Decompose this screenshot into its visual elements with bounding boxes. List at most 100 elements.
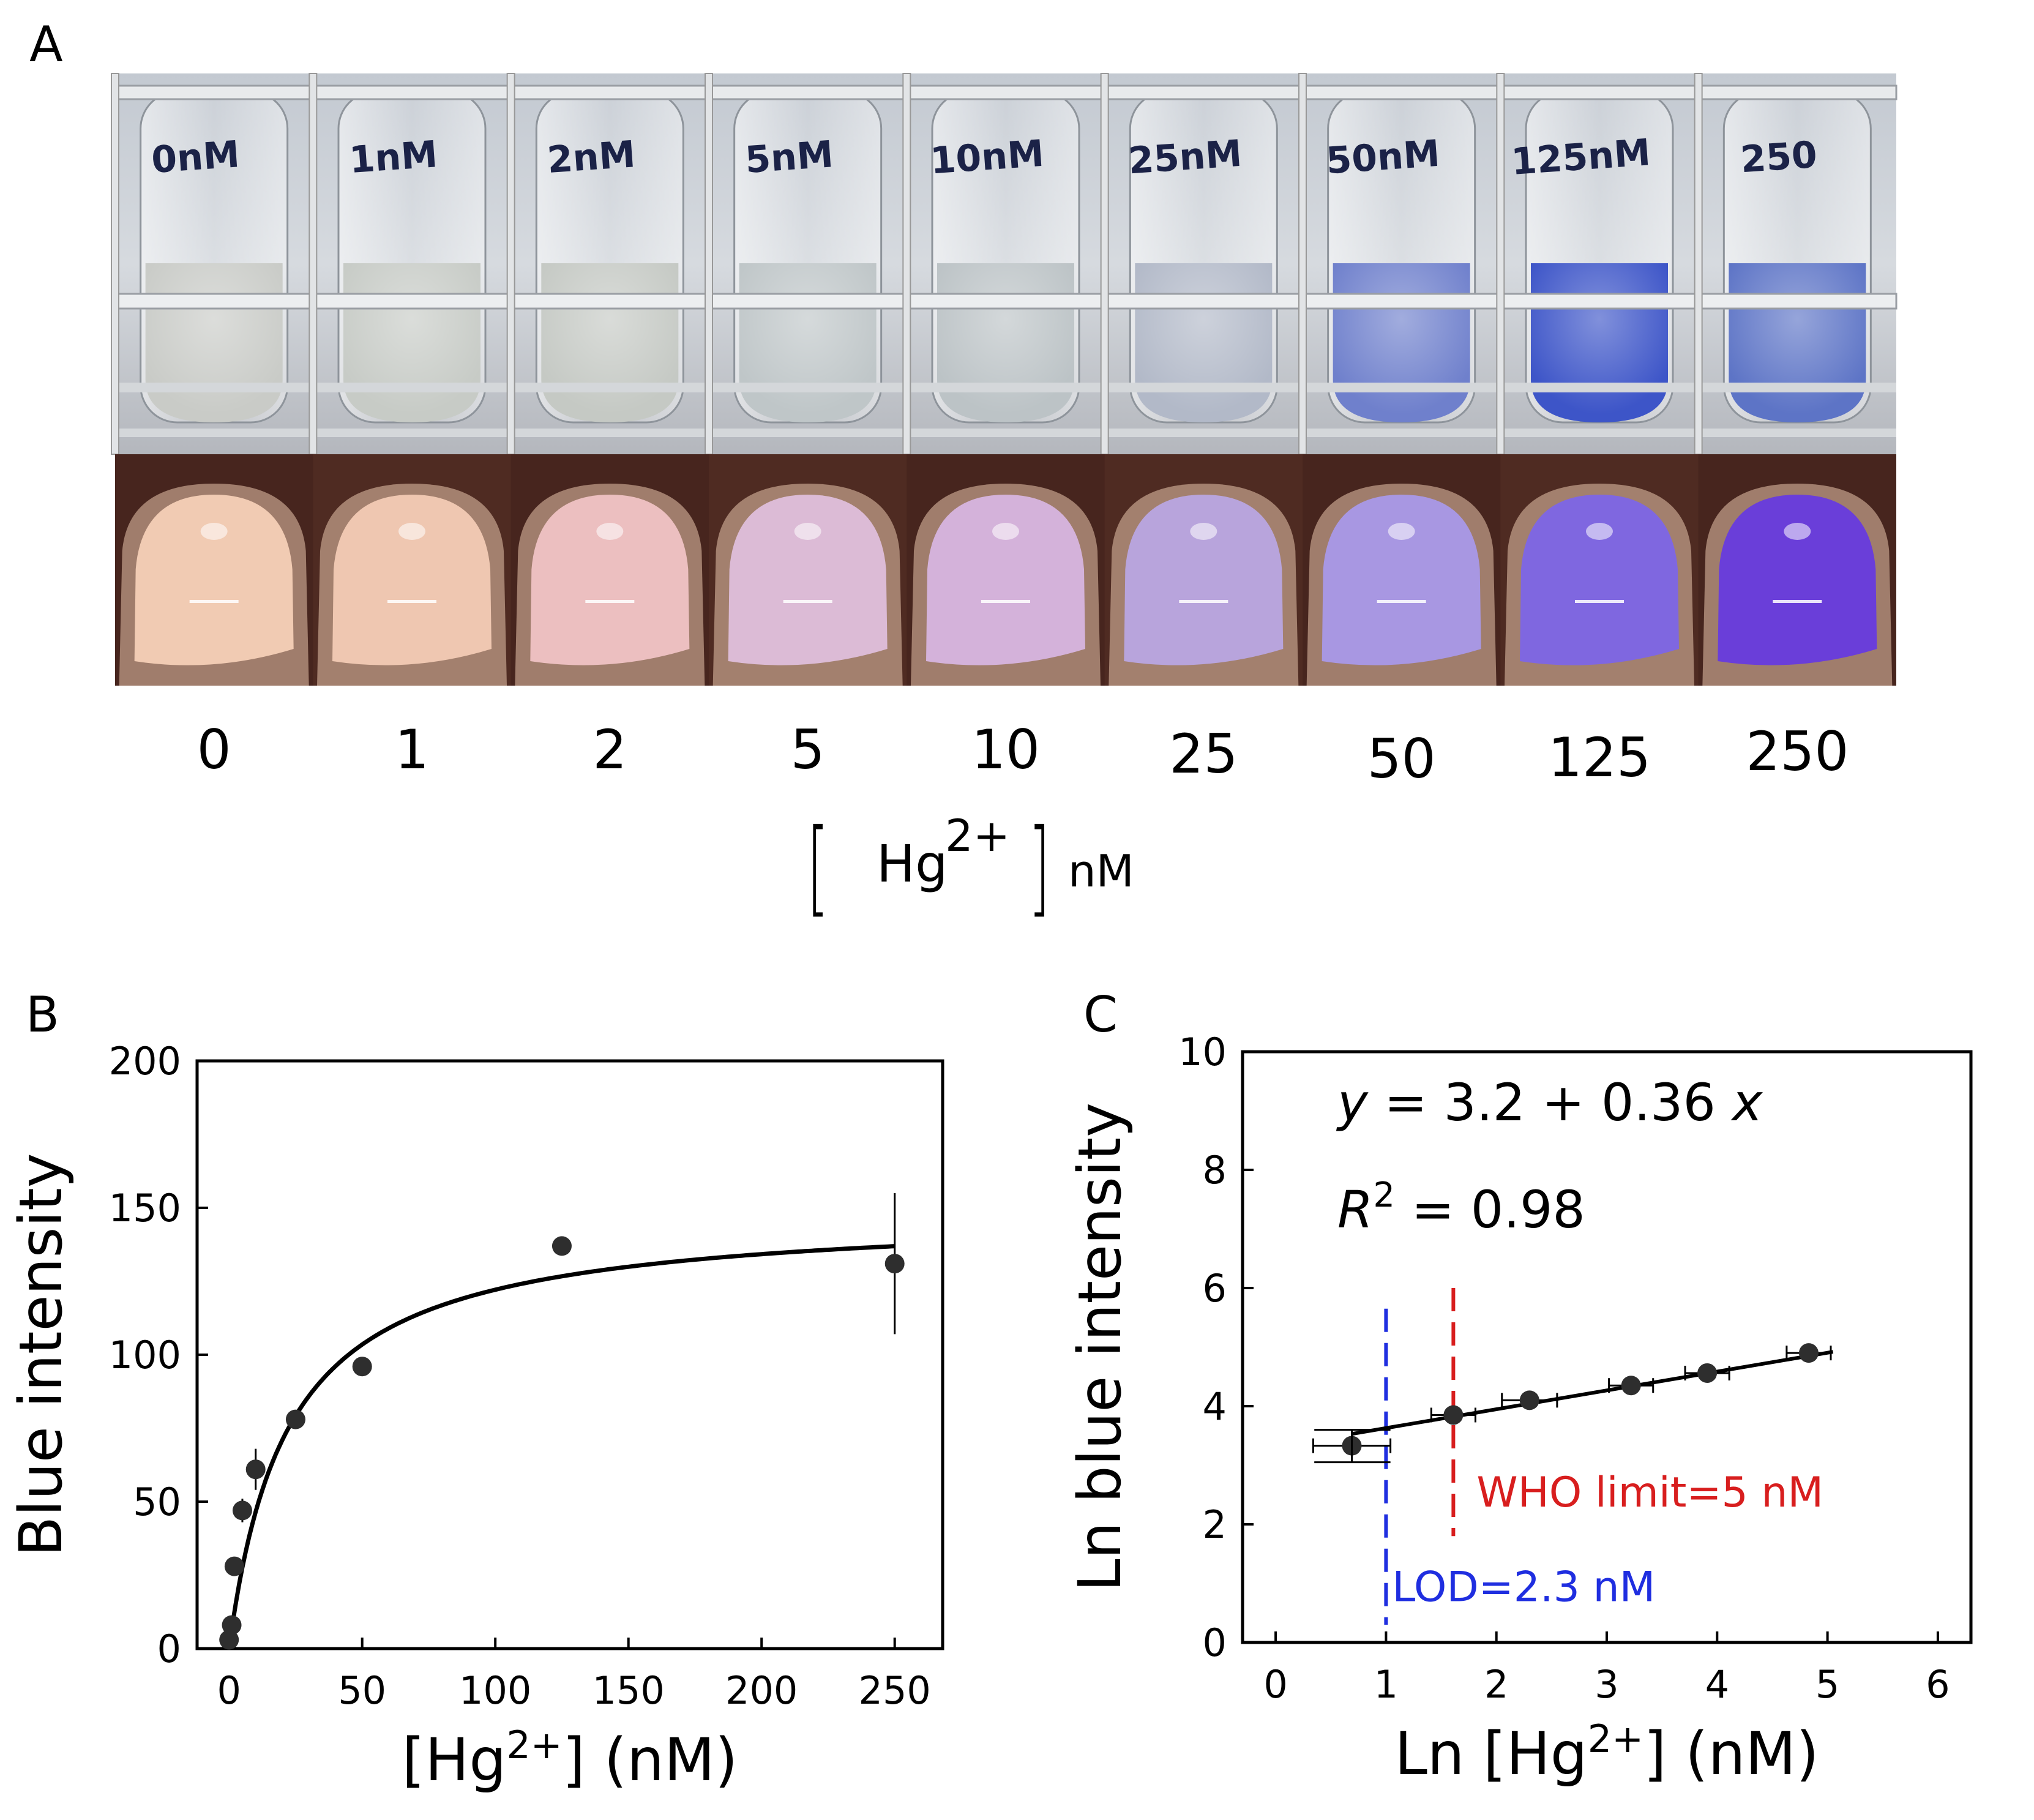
plot-frame bbox=[1241, 1050, 1973, 1644]
photo-axis-label: [ Hg 2+ ] nM bbox=[807, 807, 1134, 928]
data-point bbox=[224, 1556, 244, 1576]
fit-curve bbox=[226, 1244, 895, 1649]
tube-label: 125nM bbox=[1510, 131, 1652, 184]
y-tick-label: 100 bbox=[109, 1333, 181, 1377]
x-tick-label: 250 bbox=[859, 1668, 931, 1713]
data-point bbox=[1621, 1376, 1641, 1396]
tube-label: 0nM bbox=[150, 133, 241, 182]
data-point bbox=[884, 1254, 905, 1274]
lod-label: LOD=2.3 nM bbox=[1392, 1563, 1655, 1611]
y-tick-label: 2 bbox=[1203, 1502, 1227, 1547]
y-tick-label: 8 bbox=[1203, 1148, 1227, 1193]
x-tick-label: 4 bbox=[1705, 1662, 1729, 1707]
tube-bottom-glint bbox=[189, 600, 239, 603]
x-tick-label: 3 bbox=[1595, 1662, 1618, 1707]
concentration-label: 1 bbox=[395, 718, 429, 781]
x-tick-label: 2 bbox=[1484, 1662, 1508, 1707]
r-squared: R2 = 0.98 bbox=[1337, 1175, 1585, 1240]
x-tick-label: 0 bbox=[1263, 1662, 1287, 1707]
y-tick-label: 200 bbox=[109, 1039, 181, 1084]
y-tick-label: 0 bbox=[157, 1627, 181, 1671]
fit-equation: y = 3.2 + 0.36 x bbox=[1336, 1073, 1763, 1133]
x-tick-label: 0 bbox=[217, 1668, 241, 1713]
tube-bottom-bubble bbox=[200, 523, 228, 540]
tube-label: 25nM bbox=[1127, 132, 1243, 183]
concentration-label: 125 bbox=[1548, 726, 1651, 789]
data-point bbox=[1798, 1343, 1819, 1363]
tube-top-sheen bbox=[1135, 263, 1273, 422]
tube-bottom-bubble bbox=[794, 523, 821, 540]
tube-bottom-glint bbox=[1575, 600, 1624, 603]
tube-top-sheen bbox=[1729, 263, 1866, 422]
rack-post bbox=[1298, 73, 1307, 455]
panel-label-a: A bbox=[29, 16, 63, 73]
tube-bottom-glint bbox=[1377, 600, 1426, 603]
rack-post bbox=[1496, 73, 1505, 455]
tube-bottom-liquid bbox=[530, 495, 690, 665]
rack-post bbox=[506, 73, 515, 455]
y-tick-label: 0 bbox=[1203, 1620, 1227, 1665]
photo-bottom-tubes bbox=[115, 454, 1896, 686]
tube-bottom-liquid bbox=[1520, 495, 1679, 665]
x-tick-label: 150 bbox=[593, 1668, 665, 1713]
tube-bottom-liquid bbox=[1124, 495, 1284, 665]
tube-top-sheen bbox=[739, 263, 877, 422]
x-tick-label: 100 bbox=[459, 1668, 531, 1713]
x-axis-label: Ln [Hg2+] (nM) bbox=[1394, 1717, 1819, 1788]
y-tick-label: 6 bbox=[1203, 1266, 1227, 1311]
x-axis-label: [Hg2+] (nM) bbox=[402, 1723, 738, 1794]
tube-bottom-bubble bbox=[1190, 523, 1217, 540]
chart-b: 0 50 100 150 200 0 50 100 150 200 250 [Hg2+] (nM) Bl… bbox=[7, 1039, 944, 1794]
y-tick-label: 150 bbox=[109, 1186, 181, 1230]
data-point bbox=[222, 1615, 242, 1635]
tube-label: 50nM bbox=[1325, 132, 1441, 183]
tube-bottom-liquid bbox=[332, 495, 492, 665]
tube-bottom-bubble bbox=[992, 523, 1019, 540]
tube-bottom-bubble bbox=[596, 523, 624, 540]
plot-frame bbox=[195, 1059, 944, 1650]
y-tick-label: 10 bbox=[1178, 1030, 1227, 1074]
data-point bbox=[352, 1357, 372, 1377]
data-point bbox=[245, 1459, 266, 1480]
data-point bbox=[1519, 1390, 1539, 1410]
x-tick-label: 50 bbox=[338, 1668, 386, 1713]
tube-bottom-bubble bbox=[1784, 523, 1811, 540]
panel-label-c: C bbox=[1083, 986, 1118, 1043]
tube-label: 10nM bbox=[929, 132, 1045, 183]
axis-label-open-bracket: [ bbox=[807, 807, 829, 928]
tube-bottom-glint bbox=[585, 600, 635, 603]
photo-top-rack: 0nM 1nM 2nM 5nM 10nM 25nM 50nM 125nM 250 bbox=[111, 73, 1898, 455]
axis-label-hg: Hg bbox=[877, 834, 948, 894]
tube-top-sheen bbox=[343, 263, 480, 422]
concentration-label: 50 bbox=[1367, 727, 1436, 790]
tube-label: 5nM bbox=[744, 133, 835, 182]
tube-bottom-glint bbox=[981, 600, 1030, 603]
chart-c: 0 2 4 6 8 10 0 1 2 3 4 5 6 Ln [Hg2+] (nM) Ln blue inte… bbox=[1066, 1030, 1973, 1788]
tube-bottom-bubble bbox=[398, 523, 425, 540]
concentration-label: 10 bbox=[971, 718, 1040, 781]
concentration-label: 250 bbox=[1746, 720, 1849, 783]
y-axis-label: Blue intensity bbox=[7, 1153, 75, 1556]
tube-bottom-glint bbox=[1179, 600, 1228, 603]
x-tick-label: 1 bbox=[1374, 1662, 1398, 1707]
axis-label-unit: nM bbox=[1068, 845, 1134, 897]
tube-top-sheen bbox=[1531, 263, 1668, 422]
tube-bottom-liquid bbox=[134, 495, 294, 665]
tube-top-sheen bbox=[1333, 263, 1470, 422]
tube-top-sheen bbox=[541, 263, 679, 422]
fit-line bbox=[1351, 1350, 1834, 1436]
x-tick-label: 6 bbox=[1926, 1662, 1950, 1707]
concentration-labels: 0 1 2 5 10 25 50 125 250 bbox=[197, 718, 1849, 790]
y-tick-label: 4 bbox=[1203, 1384, 1227, 1429]
data-point bbox=[232, 1500, 252, 1521]
concentration-label: 25 bbox=[1169, 722, 1238, 785]
data-point bbox=[1443, 1405, 1464, 1425]
data-point bbox=[551, 1236, 572, 1256]
concentration-label: 5 bbox=[791, 718, 825, 781]
tube-bottom-bubble bbox=[1586, 523, 1613, 540]
panel-label-b: B bbox=[26, 986, 59, 1043]
tube-top-sheen bbox=[145, 263, 283, 422]
who-label: WHO limit=5 nM bbox=[1476, 1469, 1823, 1517]
data-point bbox=[285, 1409, 305, 1429]
